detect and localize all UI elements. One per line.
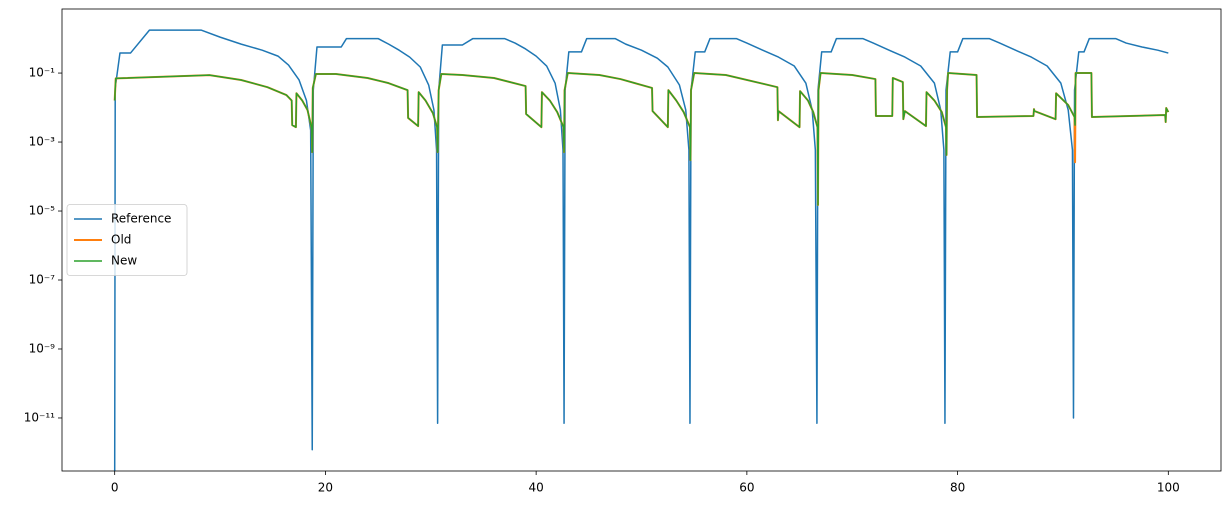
plot-area: [113, 29, 1170, 471]
x-tick-label: 60: [739, 481, 754, 495]
x-tick-label: 40: [528, 481, 543, 495]
legend-label: Old: [111, 233, 131, 247]
y-tick-label: 10⁻¹¹: [24, 410, 55, 424]
y-tick-label: 10⁻⁹: [29, 341, 56, 355]
axes-frame: [61, 8, 1222, 472]
y-tick-label: 10⁻³: [29, 135, 56, 149]
series-line: [113, 72, 1169, 206]
series-line: [113, 29, 1169, 471]
x-tick-label: 20: [318, 481, 333, 495]
legend-label: New: [111, 254, 137, 268]
y-tick-label: 10⁻⁵: [29, 204, 56, 218]
y-tick-label: 10⁻⁷: [29, 273, 56, 287]
x-tick-label: 100: [1157, 481, 1180, 495]
x-tick-label: 80: [950, 481, 965, 495]
x-tick-label: 0: [111, 481, 119, 495]
y-tick-label: 10⁻¹: [29, 66, 56, 80]
legend-box: [66, 204, 188, 276]
legend-label: Reference: [111, 212, 171, 226]
